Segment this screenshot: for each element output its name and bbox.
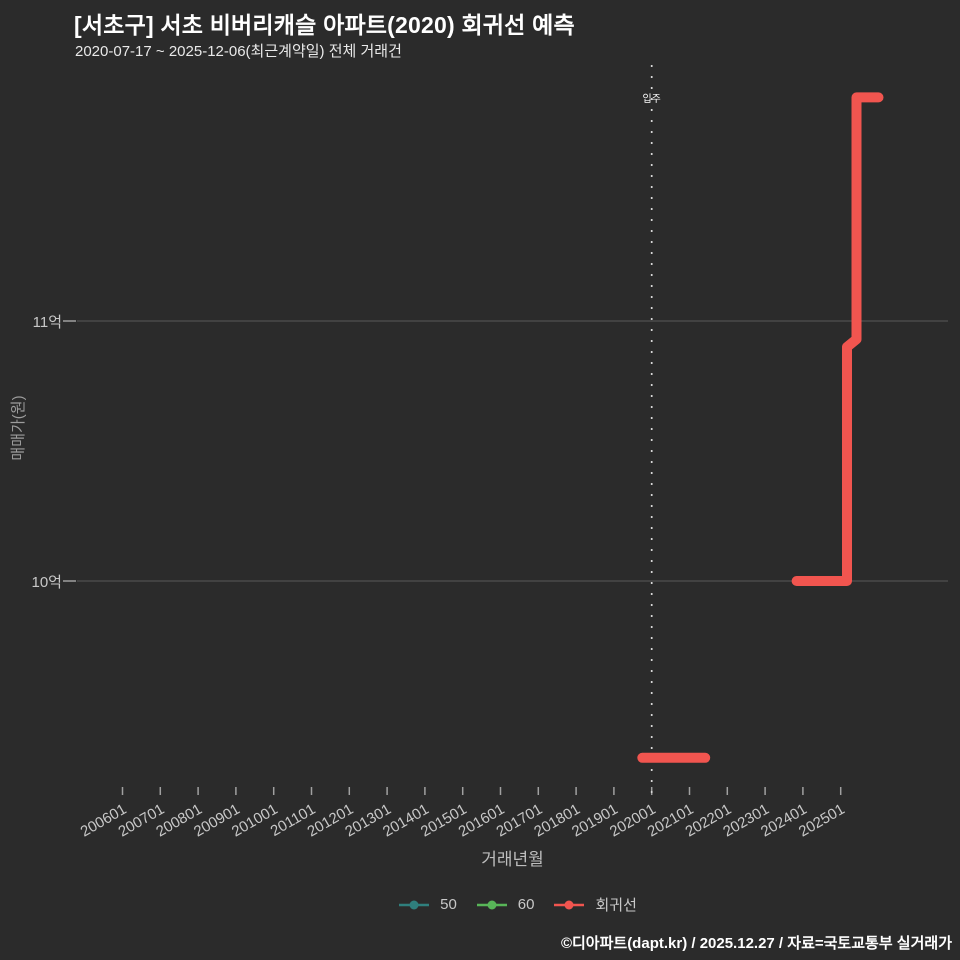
legend-item-회귀선: 회귀선 <box>552 894 637 915</box>
move-in-label: 입주 <box>642 92 660 105</box>
legend-item-60: 60 <box>475 896 535 913</box>
legend: 50 60 회귀선 <box>37 894 960 915</box>
footer-credit: ©디아파트(dapt.kr) / 2025.12.27 / 자료=국토교통부 실… <box>560 935 952 952</box>
legend-marker-icon <box>399 900 430 909</box>
legend-marker-icon <box>554 900 585 909</box>
y-tick-label: 10억 <box>32 574 63 591</box>
regression-line-segment <box>791 92 884 586</box>
legend-label: 회귀선 <box>595 897 637 914</box>
chart-title: [서초구] 서초 비버리캐슬 아파트(2020) 회귀선 예측 <box>74 12 575 38</box>
legend-label: 60 <box>517 896 535 913</box>
chart-subtitle: 2020-07-17 ~ 2025-12-06(최근계약일) 전체 거래건 <box>75 43 402 60</box>
y-tick-label: 11억 <box>33 314 62 331</box>
legend-marker-icon <box>476 900 507 909</box>
x-axis-title: 거래년월 <box>481 850 544 869</box>
legend-label: 50 <box>440 896 457 913</box>
legend-item-50: 50 <box>397 896 457 913</box>
y-axis-title: 매매가(원) <box>10 395 27 461</box>
